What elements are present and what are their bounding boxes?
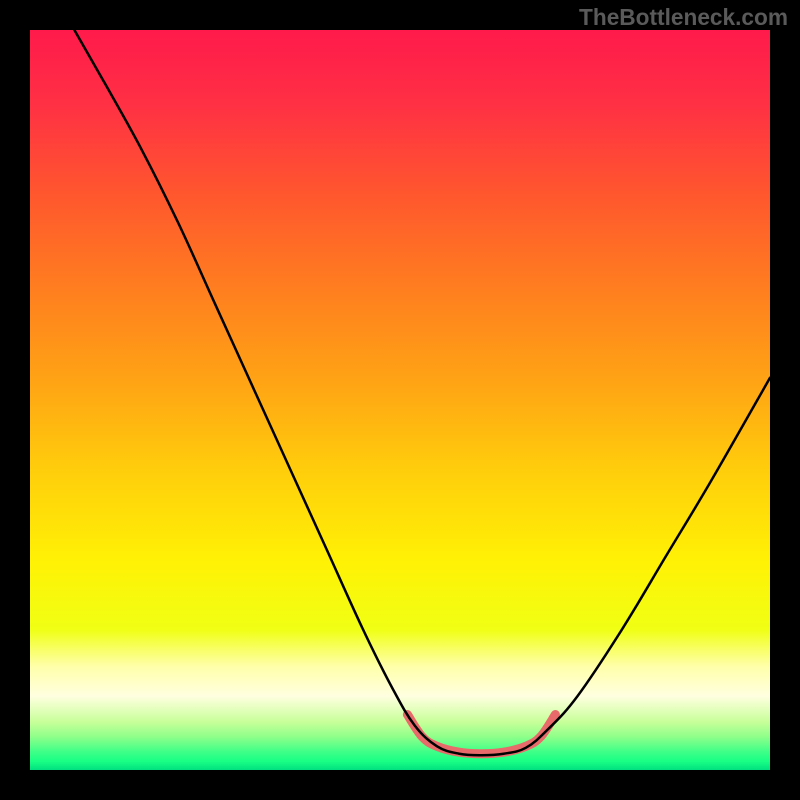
attribution-label: TheBottleneck.com	[579, 4, 788, 31]
curve-highlight	[407, 715, 555, 754]
curve-layer	[30, 30, 770, 770]
plot-area	[30, 30, 770, 770]
bottleneck-curve	[74, 30, 770, 755]
chart-frame: TheBottleneck.com	[0, 0, 800, 800]
